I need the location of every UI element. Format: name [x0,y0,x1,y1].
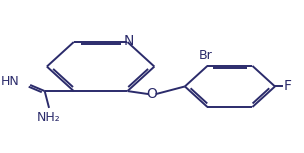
Text: F: F [284,79,292,93]
Text: Br: Br [199,49,213,62]
Text: NH₂: NH₂ [37,111,61,124]
Text: N: N [124,34,134,48]
Text: O: O [147,87,158,101]
Text: HN: HN [1,75,20,88]
